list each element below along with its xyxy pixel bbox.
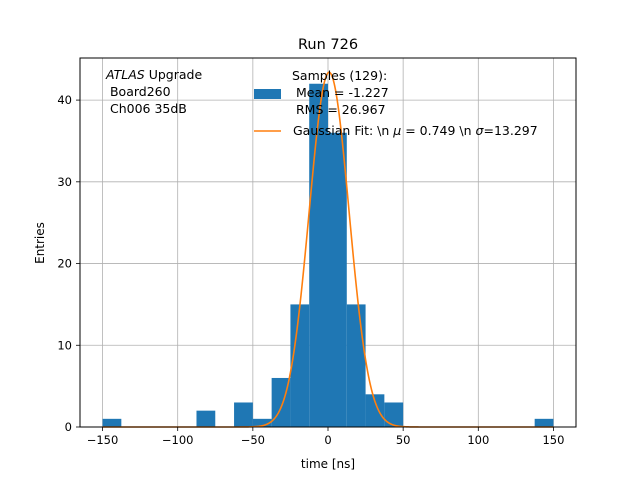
histogram-bar — [365, 394, 385, 427]
sigma-symbol: σ — [476, 123, 485, 138]
chart-title: Run 726 — [298, 37, 358, 53]
x-tick-label: 150 — [542, 433, 564, 447]
mu-value: = 0.749 \n — [401, 123, 475, 138]
legend-samples-line-1: Samples (129): — [292, 68, 387, 83]
x-tick-label: 50 — [396, 433, 411, 447]
histogram-bar — [102, 418, 122, 427]
fit-prefix: Gaussian Fit: \n — [293, 123, 393, 138]
x-tick-label: −100 — [162, 433, 194, 447]
y-tick-label: 0 — [65, 420, 72, 434]
mu-symbol: μ — [392, 123, 401, 138]
histogram-bar — [196, 410, 216, 427]
legend-fit-text: Gaussian Fit: \n μ = 0.749 \n σ=13.297 — [293, 123, 538, 138]
annotation-line-1: ATLAS Upgrade — [105, 67, 202, 82]
upgrade-label: Upgrade — [145, 67, 203, 82]
annotation-line-2: Board260 — [106, 84, 171, 99]
sigma-value: =13.297 — [483, 123, 537, 138]
histogram-bar — [252, 418, 272, 427]
atlas-label: ATLAS — [105, 67, 145, 82]
histogram-bar — [384, 402, 404, 427]
y-axis-label: Entries — [33, 222, 47, 264]
y-tick-label: 10 — [57, 338, 72, 352]
x-tick-label: −50 — [241, 433, 265, 447]
histogram-bar — [346, 304, 366, 427]
y-tick-label: 20 — [57, 257, 72, 271]
legend: Samples (129): Mean = -1.227 RMS = 26.96… — [254, 68, 538, 138]
legend-samples-swatch — [254, 89, 281, 99]
y-tick-label: 30 — [57, 175, 72, 189]
legend-samples-line-3: RMS = 26.967 — [292, 102, 386, 117]
y-axis-ticks: 0 10 20 30 40 — [57, 93, 80, 434]
annotation-line-3: Ch006 35dB — [106, 101, 187, 116]
x-axis-label: time [ns] — [301, 457, 355, 471]
x-tick-label: −150 — [87, 433, 119, 447]
x-tick-label: 0 — [324, 433, 331, 447]
histogram-bar — [328, 132, 347, 427]
x-tick-label: 100 — [467, 433, 489, 447]
histogram-bar — [290, 304, 310, 427]
atlas-annotation: ATLAS Upgrade Board260 Ch006 35dB — [105, 67, 202, 116]
legend-samples-line-2: Mean = -1.227 — [292, 85, 389, 100]
histogram-bar — [534, 418, 554, 427]
histogram-bar — [234, 402, 253, 427]
y-tick-label: 40 — [57, 93, 72, 107]
x-axis-ticks: −150 −100 −50 0 50 100 150 — [87, 427, 564, 447]
